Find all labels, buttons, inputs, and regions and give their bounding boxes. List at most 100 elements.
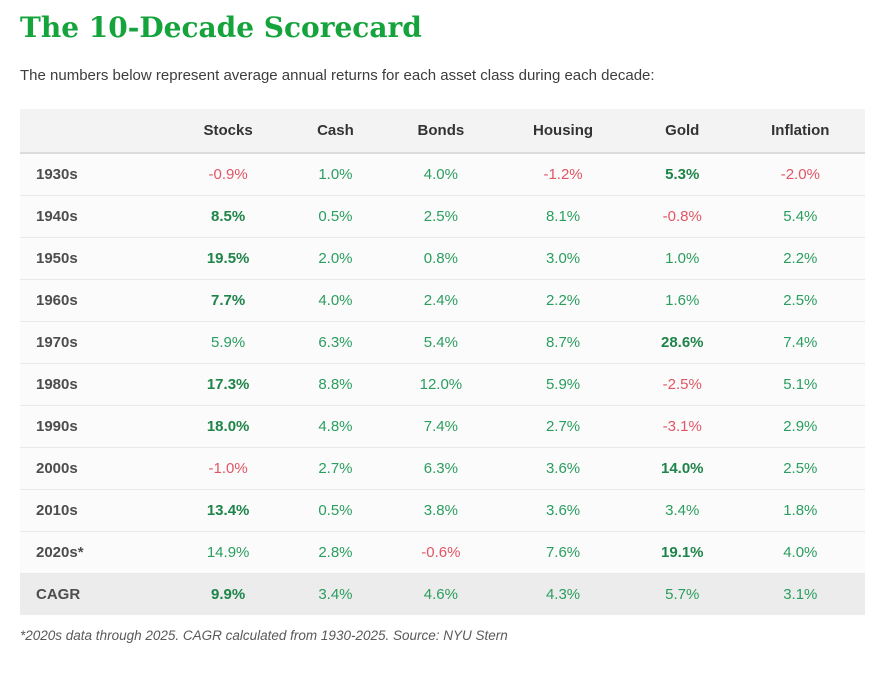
header-row: Stocks Cash Bonds Housing Gold Inflation: [20, 108, 865, 154]
value-cell-housing: 8.7%: [497, 320, 629, 363]
value-cell-stocks: 18.0%: [170, 404, 287, 447]
value-cell-bonds: -0.6%: [384, 530, 498, 573]
value-cell-housing: 3.6%: [497, 488, 629, 531]
value-cell-housing: 3.6%: [497, 446, 629, 489]
value-cell-cash: 2.0%: [286, 236, 385, 279]
value-cell-gold: 19.1%: [628, 530, 736, 573]
row-label: 2020s*: [20, 530, 170, 573]
column-header-stocks: Stocks: [170, 108, 287, 154]
table-row-1990s: 1990s 18.0% 4.8% 7.4% 2.7% -3.1% 2.9%: [20, 404, 865, 447]
row-label: 2010s: [20, 488, 170, 531]
column-header-housing: Housing: [497, 108, 629, 154]
table-row-1950s: 1950s 19.5% 2.0% 0.8% 3.0% 1.0% 2.2%: [20, 236, 865, 279]
value-cell-inflation: 1.8%: [735, 488, 865, 531]
value-cell-stocks: -1.0%: [170, 446, 287, 489]
table-row-2010s: 2010s 13.4% 0.5% 3.8% 3.6% 3.4% 1.8%: [20, 488, 865, 531]
value-cell-gold: -3.1%: [628, 404, 736, 447]
value-cell-cash: 0.5%: [286, 194, 385, 237]
table-row-1960s: 1960s 7.7% 4.0% 2.4% 2.2% 1.6% 2.5%: [20, 278, 865, 321]
value-cell-bonds: 7.4%: [384, 404, 498, 447]
value-cell-inflation: 5.1%: [735, 362, 865, 405]
value-cell-inflation: -2.0%: [735, 152, 865, 195]
value-cell-stocks: -0.9%: [170, 152, 287, 195]
value-cell-cash: 8.8%: [286, 362, 385, 405]
value-cell-gold: 3.4%: [628, 488, 736, 531]
value-cell-gold: -2.5%: [628, 362, 736, 405]
value-cell-bonds: 12.0%: [384, 362, 498, 405]
value-cell-gold: 28.6%: [628, 320, 736, 363]
value-cell-bonds: 3.8%: [384, 488, 498, 531]
row-label: 1950s: [20, 236, 170, 279]
table-row-2000s: 2000s -1.0% 2.7% 6.3% 3.6% 14.0% 2.5%: [20, 446, 865, 489]
value-cell-housing: 4.3%: [497, 572, 629, 615]
value-cell-bonds: 0.8%: [384, 236, 498, 279]
column-header-bonds: Bonds: [384, 108, 498, 154]
value-cell-stocks: 7.7%: [170, 278, 287, 321]
value-cell-bonds: 2.4%: [384, 278, 498, 321]
value-cell-housing: 8.1%: [497, 194, 629, 237]
value-cell-cash: 1.0%: [286, 152, 385, 195]
value-cell-cash: 4.0%: [286, 278, 385, 321]
column-header-rowlabel: [20, 108, 170, 154]
value-cell-housing: 2.2%: [497, 278, 629, 321]
value-cell-gold: -0.8%: [628, 194, 736, 237]
value-cell-bonds: 4.0%: [384, 152, 498, 195]
value-cell-housing: 7.6%: [497, 530, 629, 573]
column-header-gold: Gold: [628, 108, 736, 154]
table-row-2020s: 2020s* 14.9% 2.8% -0.6% 7.6% 19.1% 4.0%: [20, 530, 865, 573]
value-cell-gold: 14.0%: [628, 446, 736, 489]
value-cell-bonds: 4.6%: [384, 572, 498, 615]
value-cell-gold: 5.7%: [628, 572, 736, 615]
scorecard-table: Stocks Cash Bonds Housing Gold Inflation 1930…: [20, 108, 865, 615]
value-cell-housing: 3.0%: [497, 236, 629, 279]
scorecard-table-body: 1930s -0.9% 1.0% 4.0% -1.2% 5.3% -2.0% 1940s 8.5…: [20, 152, 865, 615]
value-cell-stocks: 9.9%: [170, 572, 287, 615]
value-cell-cash: 2.8%: [286, 530, 385, 573]
row-label: 1960s: [20, 278, 170, 321]
value-cell-housing: 2.7%: [497, 404, 629, 447]
value-cell-inflation: 2.9%: [735, 404, 865, 447]
table-row-1940s: 1940s 8.5% 0.5% 2.5% 8.1% -0.8% 5.4%: [20, 194, 865, 237]
row-label: 1980s: [20, 362, 170, 405]
page-subtitle: The numbers below represent average annu…: [20, 67, 655, 84]
page-title: The 10-Decade Scorecard: [20, 11, 422, 44]
value-cell-inflation: 2.5%: [735, 278, 865, 321]
table-row-1930s: 1930s -0.9% 1.0% 4.0% -1.2% 5.3% -2.0%: [20, 152, 865, 195]
value-cell-stocks: 14.9%: [170, 530, 287, 573]
row-label: 2000s: [20, 446, 170, 489]
value-cell-bonds: 5.4%: [384, 320, 498, 363]
value-cell-cash: 6.3%: [286, 320, 385, 363]
value-cell-inflation: 5.4%: [735, 194, 865, 237]
value-cell-gold: 1.6%: [628, 278, 736, 321]
table-row-1970s: 1970s 5.9% 6.3% 5.4% 8.7% 28.6% 7.4%: [20, 320, 865, 363]
scorecard-table-header: Stocks Cash Bonds Housing Gold Inflation: [20, 108, 865, 154]
value-cell-cash: 3.4%: [286, 572, 385, 615]
column-header-inflation: Inflation: [735, 108, 865, 154]
table-row-cagr: CAGR 9.9% 3.4% 4.6% 4.3% 5.7% 3.1%: [20, 572, 865, 615]
row-label: 1930s: [20, 152, 170, 195]
row-label: 1970s: [20, 320, 170, 363]
value-cell-cash: 4.8%: [286, 404, 385, 447]
value-cell-stocks: 17.3%: [170, 362, 287, 405]
table-footnote: *2020s data through 2025. CAGR calculate…: [20, 627, 508, 643]
value-cell-housing: 5.9%: [497, 362, 629, 405]
value-cell-gold: 5.3%: [628, 152, 736, 195]
value-cell-cash: 2.7%: [286, 446, 385, 489]
column-header-cash: Cash: [286, 108, 385, 154]
row-label: 1940s: [20, 194, 170, 237]
value-cell-stocks: 5.9%: [170, 320, 287, 363]
value-cell-inflation: 2.2%: [735, 236, 865, 279]
value-cell-inflation: 2.5%: [735, 446, 865, 489]
value-cell-gold: 1.0%: [628, 236, 736, 279]
value-cell-bonds: 6.3%: [384, 446, 498, 489]
value-cell-inflation: 4.0%: [735, 530, 865, 573]
value-cell-stocks: 8.5%: [170, 194, 287, 237]
row-label: CAGR: [20, 572, 170, 615]
table-row-1980s: 1980s 17.3% 8.8% 12.0% 5.9% -2.5% 5.1%: [20, 362, 865, 405]
value-cell-inflation: 7.4%: [735, 320, 865, 363]
value-cell-housing: -1.2%: [497, 152, 629, 195]
value-cell-stocks: 19.5%: [170, 236, 287, 279]
value-cell-cash: 0.5%: [286, 488, 385, 531]
value-cell-bonds: 2.5%: [384, 194, 498, 237]
